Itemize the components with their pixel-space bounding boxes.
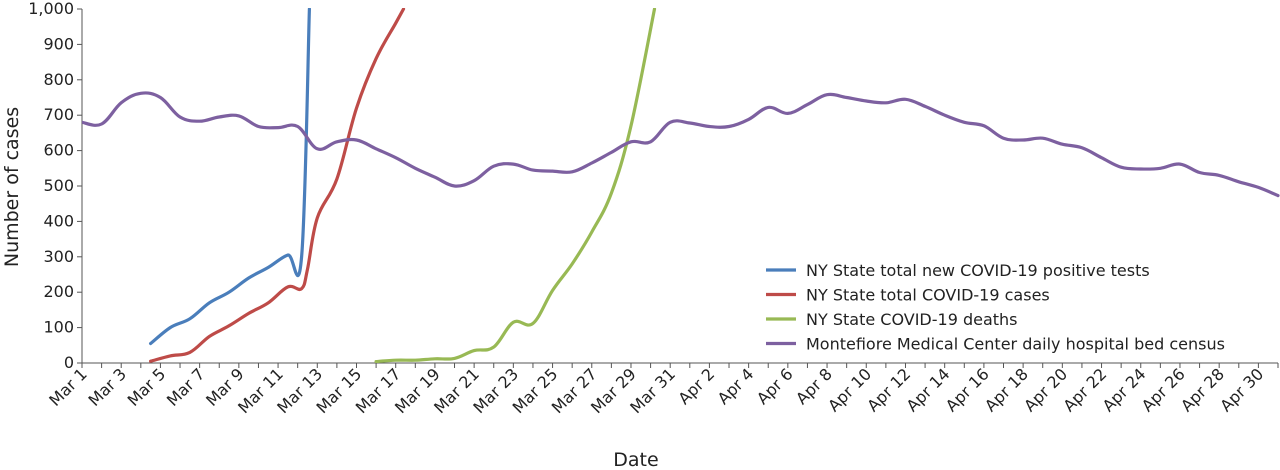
y-tick-label: 0: [64, 353, 74, 372]
x-axis-title: Date: [613, 449, 658, 470]
series-line-bed-census: [82, 91, 1280, 198]
y-tick-label: 700: [43, 105, 74, 124]
y-tick-label: 400: [43, 211, 74, 230]
x-tick-label: Apr 24: [1099, 364, 1150, 415]
legend-label: NY State total COVID-19 cases: [806, 286, 1050, 305]
y-tick-label: 100: [43, 318, 74, 337]
x-tick-label: Apr 30: [1216, 364, 1267, 415]
x-tick-label: Apr 4: [714, 364, 758, 408]
legend-label: Montefiore Medical Center daily hospital…: [806, 335, 1225, 354]
legend-label: NY State COVID-19 deaths: [806, 310, 1018, 329]
x-tick-label: Apr 18: [981, 364, 1032, 415]
series-line-total-cases: [149, 8, 406, 363]
y-tick-label: 300: [43, 247, 74, 266]
y-tick-label: 1,000: [28, 0, 74, 18]
x-tick-label: Apr 12: [863, 364, 914, 415]
x-tick-label: Apr 22: [1059, 364, 1110, 415]
x-tick-label: Mar 3: [84, 364, 130, 410]
series-line-new-positive-tests: [149, 8, 311, 346]
x-tick-label: Apr 20: [1020, 364, 1071, 415]
x-tick-label: Apr 10: [824, 364, 875, 415]
y-tick-label: 600: [43, 141, 74, 160]
x-tick-label: Apr 2: [674, 364, 718, 408]
x-tick-label: Apr 16: [942, 364, 993, 415]
y-tick-label: 200: [43, 282, 74, 301]
legend: NY State total new COVID-19 positive tes…: [766, 261, 1225, 354]
y-tick-label: 800: [43, 70, 74, 89]
y-tick-label: 500: [43, 176, 74, 195]
x-tick-label: Apr 26: [1138, 364, 1189, 415]
y-tick-label: 900: [43, 34, 74, 53]
y-axis-title: Number of cases: [1, 107, 23, 267]
x-tick-label: Mar 7: [163, 364, 209, 410]
x-tick-label: Apr 28: [1177, 364, 1228, 415]
series-layer: [82, 8, 1280, 363]
x-tick-label: Apr 6: [753, 364, 797, 408]
legend-label: NY State total new COVID-19 positive tes…: [806, 261, 1150, 280]
x-tick-label: Mar 5: [124, 364, 170, 410]
x-tick-label: Apr 14: [903, 364, 954, 415]
series-line-deaths: [374, 8, 657, 363]
y-axis-ticks: 0 100 200 300 400 500 600 700 800 900 1,000: [28, 0, 82, 372]
